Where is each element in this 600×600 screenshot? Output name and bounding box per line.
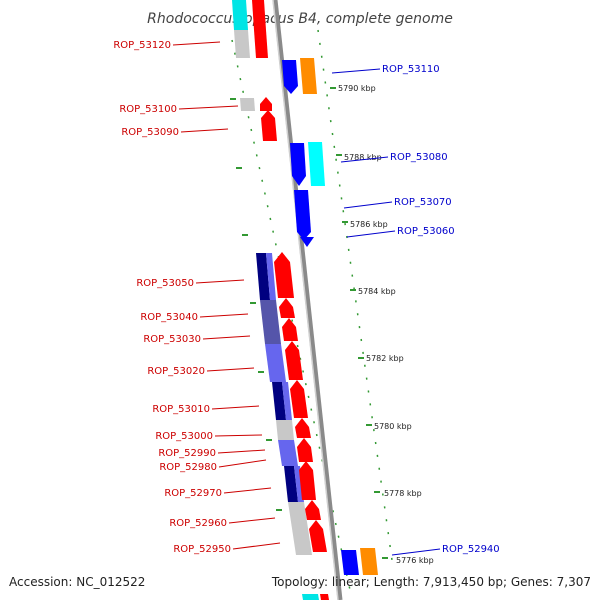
gene-rop-53100-arrow[interactable]	[260, 97, 272, 111]
gene-label[interactable]: ROP_53030	[143, 334, 201, 345]
accession-text: Accession: NC_012522	[9, 575, 145, 589]
scale-label: 5778 kbp	[384, 489, 422, 498]
gene-label[interactable]: ROP_52980	[159, 462, 217, 473]
gene-rop-53110[interactable]	[282, 60, 298, 94]
gene-rop-52980[interactable]	[299, 461, 316, 500]
gene-partial[interactable]	[252, 0, 266, 30]
gene-orange[interactable]	[360, 548, 378, 575]
gene-label[interactable]: ROP_52960	[169, 518, 227, 529]
upper-genes	[240, 58, 325, 247]
gene-rop-53070[interactable]	[294, 190, 311, 240]
gene-label[interactable]: ROP_53050	[136, 278, 194, 289]
genome-summary: Topology: linear; Length: 7,913,450 bp; …	[271, 575, 591, 589]
major-ticks	[230, 87, 388, 559]
gene-partial[interactable]	[320, 594, 329, 600]
lower-genes	[256, 252, 378, 600]
gene-partial[interactable]	[302, 594, 319, 600]
gene-label[interactable]: ROP_53100	[119, 104, 177, 115]
gene-label[interactable]: ROP_53070	[394, 197, 452, 208]
gene-gray[interactable]	[288, 502, 312, 555]
gene-orange[interactable]	[300, 58, 317, 94]
gene-label[interactable]: ROP_53120	[113, 40, 171, 51]
map-title: Rhodococcus opacus B4, complete genome	[147, 11, 453, 27]
gene-label[interactable]: ROP_52970	[164, 488, 222, 499]
scale-labels: 5790 kbp 5788 kbp 5786 kbp 5784 kbp 5782…	[338, 84, 434, 565]
gene-navy[interactable]	[284, 466, 298, 502]
gene-navy[interactable]	[256, 253, 270, 300]
gene-rop-53020[interactable]	[285, 341, 303, 380]
gene-label[interactable]: ROP_52940	[442, 544, 500, 555]
gene-rop-53100[interactable]	[240, 98, 255, 111]
gene-rop-53060[interactable]	[300, 237, 314, 247]
gene-rop-52970[interactable]	[305, 500, 321, 520]
scale-label: 5788 kbp	[344, 153, 382, 162]
gene-label[interactable]: ROP_53090	[121, 127, 179, 138]
scale-label: 5776 kbp	[396, 556, 434, 565]
right-gene-labels: ROP_53110 ROP_53080 ROP_53070 ROP_53060 …	[331, 64, 500, 556]
gene-rop-52990[interactable]	[297, 438, 313, 462]
gene-rop-53040[interactable]	[279, 298, 295, 318]
gene-blue[interactable]	[266, 253, 276, 300]
gene-rop-53090[interactable]	[261, 110, 277, 141]
scale-label: 5786 kbp	[350, 220, 388, 229]
gene-slate[interactable]	[260, 300, 281, 344]
gene-label[interactable]: ROP_52990	[158, 448, 216, 459]
gene-rop-53030[interactable]	[282, 318, 298, 341]
gene-gray[interactable]	[276, 420, 294, 440]
gene-label[interactable]: ROP_53020	[147, 366, 205, 377]
gene-rop-53010[interactable]	[290, 380, 308, 418]
scale-label: 5780 kbp	[374, 422, 412, 431]
backbone-line	[272, 0, 343, 600]
gene-rop-52940[interactable]	[341, 550, 359, 575]
gene-label[interactable]: ROP_53110	[382, 64, 440, 75]
gene-label[interactable]: ROP_52950	[173, 544, 231, 555]
gene-label[interactable]: ROP_53000	[155, 431, 213, 442]
backbone-highlight	[272, 0, 339, 600]
scale-label: 5784 kbp	[358, 287, 396, 296]
top-partial-genes	[232, 0, 268, 58]
gene-partial[interactable]	[234, 30, 250, 58]
gene-blue[interactable]	[265, 344, 286, 382]
gene-rop-52960[interactable]	[309, 520, 327, 552]
genome-backbone	[272, 0, 343, 600]
gene-blue[interactable]	[282, 382, 292, 420]
gene-partial[interactable]	[232, 0, 248, 30]
left-gene-labels: ROP_53120 ROP_53100 ROP_53090 ROP_53050 …	[113, 40, 281, 555]
gene-blue[interactable]	[278, 440, 298, 466]
gene-rop-53000[interactable]	[295, 418, 311, 438]
scale-label: 5782 kbp	[366, 354, 404, 363]
gene-rop-53080[interactable]	[290, 143, 306, 186]
gene-label[interactable]: ROP_53080	[390, 152, 448, 163]
gene-label[interactable]: ROP_53010	[152, 404, 210, 415]
gene-rop-53050[interactable]	[274, 252, 294, 298]
gene-cyan[interactable]	[308, 142, 325, 186]
gene-label[interactable]: ROP_53040	[140, 312, 198, 323]
scale-label: 5790 kbp	[338, 84, 376, 93]
gene-navy[interactable]	[272, 382, 286, 420]
gene-partial[interactable]	[254, 30, 268, 58]
gene-label[interactable]: ROP_53060	[397, 226, 455, 237]
